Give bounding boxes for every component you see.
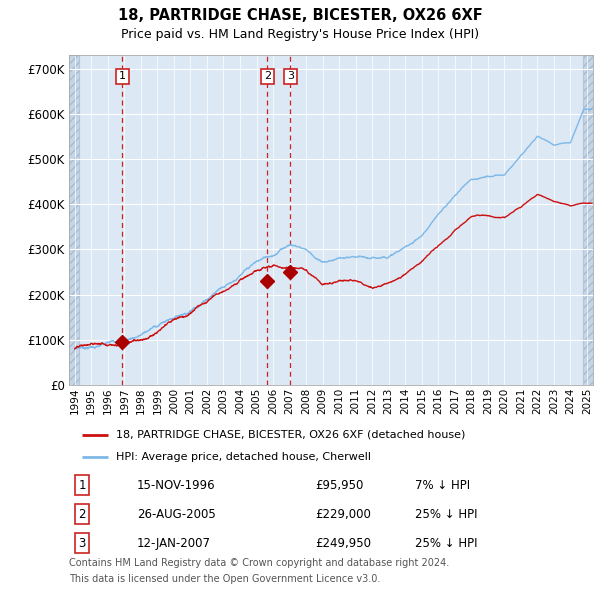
Text: £95,950: £95,950 xyxy=(315,479,364,492)
Text: 2: 2 xyxy=(79,508,86,521)
Text: 1: 1 xyxy=(79,479,86,492)
Text: £229,000: £229,000 xyxy=(315,508,371,521)
Text: £249,950: £249,950 xyxy=(315,536,371,550)
Text: 18, PARTRIDGE CHASE, BICESTER, OX26 6XF (detached house): 18, PARTRIDGE CHASE, BICESTER, OX26 6XF … xyxy=(116,430,466,440)
Text: HPI: Average price, detached house, Cherwell: HPI: Average price, detached house, Cher… xyxy=(116,451,371,461)
Text: 2: 2 xyxy=(264,71,271,81)
Text: 3: 3 xyxy=(287,71,294,81)
Text: Contains HM Land Registry data © Crown copyright and database right 2024.: Contains HM Land Registry data © Crown c… xyxy=(69,558,449,568)
Text: 18, PARTRIDGE CHASE, BICESTER, OX26 6XF: 18, PARTRIDGE CHASE, BICESTER, OX26 6XF xyxy=(118,8,482,23)
Text: Price paid vs. HM Land Registry's House Price Index (HPI): Price paid vs. HM Land Registry's House … xyxy=(121,28,479,41)
Text: 7% ↓ HPI: 7% ↓ HPI xyxy=(415,479,470,492)
Bar xyxy=(69,55,79,385)
Text: 12-JAN-2007: 12-JAN-2007 xyxy=(137,536,211,550)
Text: 25% ↓ HPI: 25% ↓ HPI xyxy=(415,508,477,521)
Bar xyxy=(583,55,593,385)
Text: 25% ↓ HPI: 25% ↓ HPI xyxy=(415,536,477,550)
Bar xyxy=(69,55,79,385)
Text: 3: 3 xyxy=(79,536,86,550)
Text: This data is licensed under the Open Government Licence v3.0.: This data is licensed under the Open Gov… xyxy=(69,574,380,584)
Text: 26-AUG-2005: 26-AUG-2005 xyxy=(137,508,216,521)
Text: 1: 1 xyxy=(119,71,126,81)
Bar xyxy=(583,55,593,385)
Text: 15-NOV-1996: 15-NOV-1996 xyxy=(137,479,216,492)
